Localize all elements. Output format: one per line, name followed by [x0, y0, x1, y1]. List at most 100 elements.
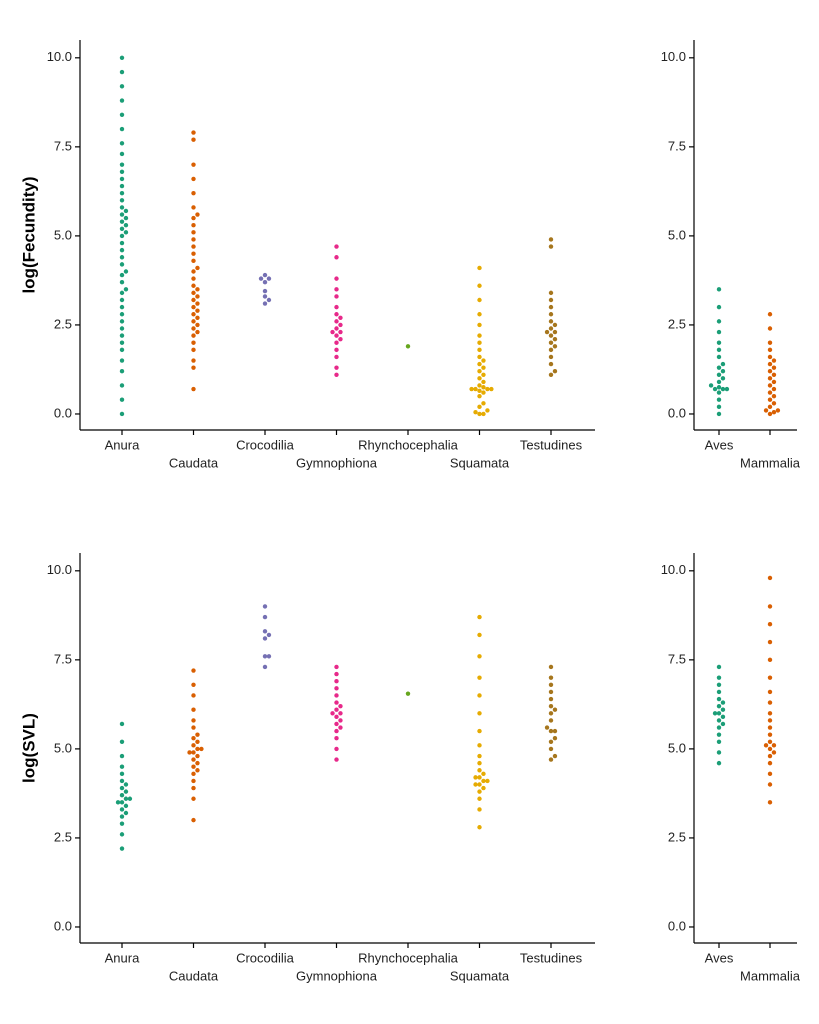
point: [548, 746, 554, 752]
point: [119, 846, 125, 851]
point: [720, 369, 726, 374]
point: [191, 251, 196, 256]
point: [767, 800, 773, 805]
point: [548, 718, 554, 723]
point: [334, 294, 339, 299]
point: [119, 272, 125, 278]
point: [771, 379, 777, 385]
point: [712, 711, 718, 716]
point: [477, 782, 482, 787]
point: [767, 700, 773, 705]
point: [191, 757, 196, 762]
y-axis-label: log(SVL): [19, 713, 38, 783]
point: [775, 408, 781, 413]
point: [195, 768, 200, 773]
point: [191, 365, 196, 370]
point: [334, 686, 339, 691]
point: [338, 315, 343, 321]
point: [119, 753, 125, 759]
point: [262, 272, 268, 278]
point: [767, 739, 773, 744]
point: [477, 632, 482, 638]
point: [767, 383, 773, 388]
point: [767, 390, 773, 395]
point: [119, 358, 125, 363]
point: [477, 775, 482, 780]
point: [771, 393, 777, 399]
point: [191, 796, 196, 801]
point: [338, 711, 343, 716]
point: [763, 743, 769, 748]
point: [552, 344, 558, 349]
point: [191, 190, 196, 196]
point: [548, 682, 554, 687]
point: [720, 386, 726, 392]
point: [119, 771, 125, 777]
point: [767, 397, 773, 402]
point: [477, 297, 482, 303]
point: [119, 112, 125, 117]
point: [119, 785, 125, 791]
point: [195, 753, 200, 759]
point: [552, 329, 558, 335]
point: [477, 728, 482, 734]
point: [191, 682, 196, 687]
point: [548, 728, 554, 734]
point: [334, 333, 339, 338]
point: [548, 372, 554, 377]
point: [334, 664, 339, 670]
x-tick-label: Caudata: [169, 455, 219, 470]
point: [191, 736, 196, 741]
point: [485, 408, 490, 413]
point: [191, 276, 196, 281]
point: [716, 340, 722, 345]
point: [119, 312, 125, 317]
x-tick-label: Rhynchocephalia: [358, 437, 459, 452]
point: [334, 757, 339, 762]
point: [771, 372, 777, 377]
point: [767, 782, 773, 787]
point: [771, 401, 777, 406]
point: [195, 308, 200, 313]
point: [548, 739, 554, 744]
point: [191, 176, 196, 182]
point: [716, 739, 722, 744]
y-tick-label: 5.0: [668, 740, 686, 755]
point: [771, 743, 777, 748]
point: [334, 312, 339, 317]
point: [195, 732, 200, 737]
point: [405, 344, 411, 349]
y-tick-label: 0.0: [54, 918, 72, 933]
point: [548, 244, 554, 249]
x-tick-label: Gymnophiona: [296, 455, 378, 470]
point: [477, 404, 482, 410]
point: [119, 383, 125, 388]
point: [334, 679, 339, 684]
point: [548, 689, 554, 695]
point: [123, 803, 129, 809]
point: [334, 707, 339, 712]
point: [262, 614, 268, 620]
point: [191, 358, 196, 363]
point: [716, 385, 722, 390]
x-tick-label: Caudata: [169, 968, 219, 983]
point: [716, 711, 722, 716]
point: [334, 255, 339, 260]
point: [119, 212, 125, 217]
point: [191, 693, 196, 698]
point: [767, 657, 773, 663]
point: [716, 411, 722, 417]
point: [119, 764, 125, 769]
point: [767, 725, 773, 730]
point: [548, 354, 554, 360]
point: [119, 333, 125, 338]
x-tick-label: Crocodilia: [236, 437, 295, 452]
point: [195, 212, 200, 217]
point: [544, 329, 550, 335]
point: [716, 750, 722, 755]
point: [123, 223, 129, 228]
y-tick-label: 10.0: [661, 562, 686, 577]
point: [123, 796, 129, 801]
point: [477, 369, 482, 374]
point: [191, 205, 196, 210]
